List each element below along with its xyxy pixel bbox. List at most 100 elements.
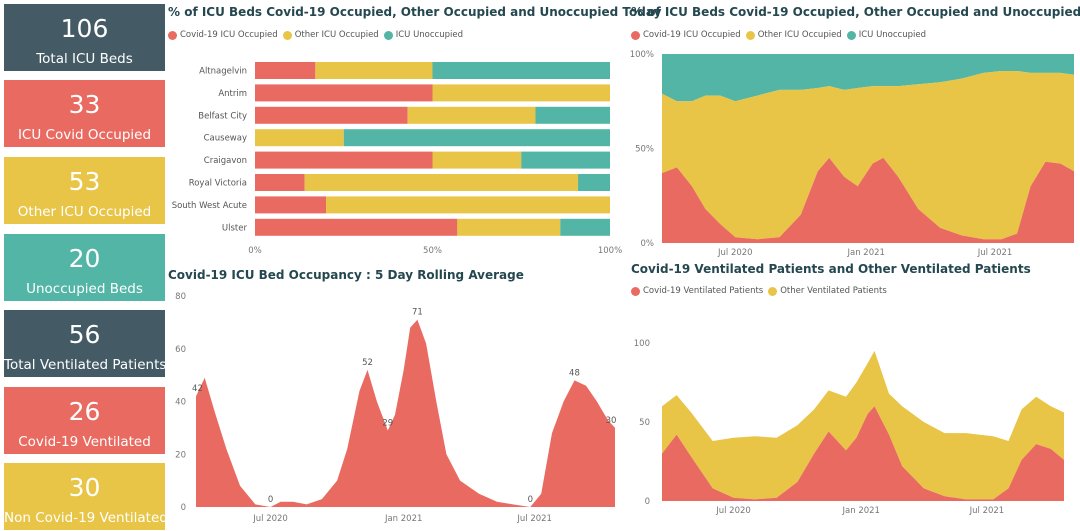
kpi-label: Total ICU Beds bbox=[36, 51, 133, 67]
bar-segment bbox=[578, 174, 610, 191]
category-label: Altnagelvin bbox=[199, 67, 247, 77]
y-tick-label: 40 bbox=[175, 398, 186, 408]
bar-segment bbox=[255, 62, 316, 79]
kpi-label: Unoccupied Beds bbox=[26, 281, 143, 297]
kpi-label: Other ICU Occupied bbox=[17, 204, 152, 220]
kpi-tile: 33 ICU Covid Occupied bbox=[4, 80, 165, 147]
y-tick-label: 20 bbox=[175, 450, 186, 460]
legend-dot-covid bbox=[631, 286, 640, 296]
area-series bbox=[196, 319, 615, 507]
kpi-label: Total Ventilated Patients bbox=[4, 357, 165, 373]
legend-dot-unoccupied bbox=[383, 30, 393, 40]
y-tick-label: 50 bbox=[639, 418, 650, 428]
kpi-value: 106 bbox=[60, 14, 109, 43]
kpi-label: Non Covid-19 Ventilated bbox=[4, 510, 165, 526]
y-tick-label: 0 bbox=[645, 497, 650, 507]
data-label: 48 bbox=[569, 368, 580, 378]
bar-segment bbox=[304, 174, 579, 191]
bar-segment bbox=[407, 106, 536, 124]
chart4-title: Covid-19 Ventilated Patients and Other V… bbox=[631, 262, 1031, 276]
kpi-label: Covid-19 Ventilated bbox=[18, 434, 151, 450]
area-series bbox=[662, 71, 1074, 240]
x-tick-label: 0% bbox=[248, 246, 262, 256]
kpi-label: ICU Covid Occupied bbox=[17, 127, 152, 143]
x-tick-label: Jan 2021 bbox=[384, 514, 422, 524]
y-tick-label: 0% bbox=[641, 239, 655, 249]
chart2-title: % of ICU Beds Covid-19 Occupied, Other O… bbox=[631, 5, 1080, 19]
kpi-value: 30 bbox=[68, 473, 101, 502]
x-tick-label: Jul 2020 bbox=[717, 248, 753, 258]
bar-segment bbox=[255, 196, 326, 214]
y-tick-label: 0 bbox=[181, 503, 186, 513]
legend-label: Other ICU Occupied bbox=[757, 30, 842, 40]
bar-segment bbox=[255, 151, 433, 169]
area-series bbox=[662, 157, 1074, 243]
legend-dot-covid bbox=[631, 30, 640, 40]
chart2-legend: Covid-19 ICU Occupied Other ICU Occupied… bbox=[631, 30, 931, 40]
legend-dot-other bbox=[282, 30, 292, 40]
bar-segment bbox=[521, 151, 610, 169]
bar-segment bbox=[255, 129, 344, 147]
data-label: 42 bbox=[192, 384, 203, 394]
legend-label: Other ICU Occupied bbox=[294, 30, 379, 40]
kpi-tile: 20 Unoccupied Beds bbox=[4, 234, 165, 301]
x-tick-label: Jul 2021 bbox=[977, 248, 1013, 258]
bar-segment bbox=[432, 84, 610, 102]
kpi-tile: 106 Total ICU Beds bbox=[4, 4, 165, 71]
kpi-tile: 26 Covid-19 Ventilated bbox=[4, 387, 165, 454]
bar-segment bbox=[315, 62, 433, 79]
x-tick-label: Jul 2021 bbox=[516, 514, 552, 524]
bar-segment bbox=[432, 151, 522, 169]
data-label: 71 bbox=[412, 308, 423, 318]
x-tick-label: Jan 2021 bbox=[847, 248, 885, 258]
y-tick-label: 100 bbox=[634, 339, 650, 349]
kpi-value: 33 bbox=[68, 90, 101, 119]
bar-segment bbox=[560, 218, 610, 236]
kpi-tile: 30 Non Covid-19 Ventilated bbox=[4, 463, 165, 530]
category-label: Causeway bbox=[204, 134, 247, 144]
bar-segment bbox=[255, 218, 458, 236]
kpi-value: 20 bbox=[68, 244, 101, 273]
chart3-title: Covid-19 ICU Bed Occupancy : 5 Day Rolli… bbox=[168, 268, 524, 282]
bar-segment bbox=[457, 218, 561, 236]
category-label: Craigavon bbox=[204, 156, 247, 166]
y-tick-label: 60 bbox=[175, 345, 186, 355]
category-label: Ulster bbox=[222, 223, 248, 233]
bar-segment bbox=[326, 196, 610, 214]
legend-dot-covid bbox=[168, 30, 177, 40]
chart4-legend: Covid-19 Ventilated Patients Other Venti… bbox=[631, 286, 892, 296]
x-tick-label: 50% bbox=[423, 246, 442, 256]
kpi-tile: 56 Total Ventilated Patients bbox=[4, 310, 165, 377]
x-tick-label: Jul 2020 bbox=[715, 506, 751, 516]
data-label: 30 bbox=[606, 416, 617, 426]
data-label: 0 bbox=[268, 495, 273, 505]
legend-label: Covid-19 ICU Occupied bbox=[643, 30, 741, 40]
x-tick-label: Jul 2021 bbox=[969, 506, 1005, 516]
category-label: Belfast City bbox=[198, 111, 247, 121]
bar-segment bbox=[255, 106, 408, 124]
area-series bbox=[662, 406, 1064, 501]
legend-label: Other Ventilated Patients bbox=[780, 286, 887, 296]
legend-label: Covid-19 ICU Occupied bbox=[180, 30, 278, 40]
bar-segment bbox=[255, 174, 305, 191]
kpi-value: 53 bbox=[68, 167, 101, 196]
x-tick-label: Jan 2021 bbox=[842, 506, 880, 516]
x-tick-label: 100% bbox=[598, 246, 622, 256]
kpi-value: 56 bbox=[68, 320, 101, 349]
legend-dot-other bbox=[768, 286, 778, 296]
kpi-value: 26 bbox=[68, 397, 101, 426]
legend-label: ICU Unoccupied bbox=[858, 30, 926, 40]
y-tick-label: 50% bbox=[635, 145, 654, 155]
legend-dot-other bbox=[745, 30, 755, 40]
legend-dot-unoccupied bbox=[846, 30, 856, 40]
data-label: 29 bbox=[382, 419, 393, 429]
x-tick-label: Jul 2020 bbox=[252, 514, 288, 524]
y-tick-label: 100% bbox=[630, 50, 654, 60]
category-label: South West Acute bbox=[172, 201, 247, 211]
data-label: 52 bbox=[362, 358, 373, 368]
legend-label: ICU Unoccupied bbox=[395, 30, 463, 40]
